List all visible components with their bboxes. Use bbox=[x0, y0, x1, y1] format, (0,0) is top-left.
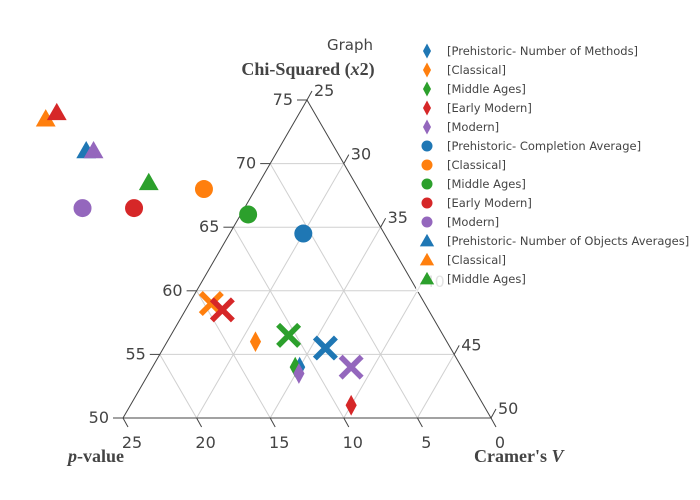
legend-marker-diamond bbox=[422, 81, 432, 97]
legend-item-label: [Middle Ages] bbox=[447, 82, 526, 96]
data-point-diamond bbox=[293, 363, 305, 384]
grid-line bbox=[232, 226, 345, 419]
left-axis-tick-label: 20 bbox=[195, 433, 215, 452]
data-point-circle bbox=[294, 224, 313, 243]
triangle-axes bbox=[122, 99, 492, 419]
data-point-x bbox=[209, 297, 235, 323]
data-points bbox=[35, 102, 364, 416]
left-axis-title: p-value bbox=[66, 446, 124, 466]
legend-marker-triangle bbox=[419, 252, 435, 266]
data-point-triangle bbox=[46, 102, 67, 121]
legend-item-label: [Early Modern] bbox=[447, 101, 532, 115]
tick-mark bbox=[306, 90, 313, 101]
tick-mark bbox=[453, 345, 460, 355]
data-point-circle bbox=[125, 199, 144, 218]
right-axis-tick-label: 25 bbox=[314, 81, 334, 100]
grid-line bbox=[196, 290, 271, 419]
left-axis-tick-label: 15 bbox=[269, 433, 289, 452]
tick-mark bbox=[490, 417, 497, 428]
grid-line bbox=[159, 354, 198, 419]
legend-marker-circle bbox=[421, 140, 433, 152]
triangle-outline bbox=[122, 99, 492, 419]
data-point-x bbox=[276, 322, 302, 348]
tick-mark bbox=[380, 217, 387, 228]
top-axis-tick-label: 75 bbox=[273, 90, 293, 109]
legend-item-label: [Early Modern] bbox=[447, 196, 532, 210]
data-point-circle bbox=[239, 205, 258, 224]
top-axis-tick-label: 65 bbox=[199, 217, 219, 236]
right-axis-tick-label: 50 bbox=[498, 399, 518, 418]
top-axis-tick-label: 70 bbox=[236, 154, 256, 173]
data-point-diamond bbox=[249, 331, 262, 353]
right-axis-title-main: Cramer's bbox=[474, 446, 551, 466]
legend-marker-circle bbox=[421, 197, 433, 209]
grid-line bbox=[269, 226, 382, 419]
legend-item-label: [Modern] bbox=[447, 215, 499, 229]
grid bbox=[159, 163, 455, 419]
legend-item-label: [Classical] bbox=[447, 63, 506, 77]
data-point-circle bbox=[73, 199, 92, 218]
legend-marker-circle bbox=[421, 178, 433, 190]
legend-marker-diamond bbox=[422, 100, 432, 116]
legend: [Prehistoric- Number of Methods] [Classic… bbox=[416, 38, 692, 292]
left-axis-title-italic: p bbox=[66, 446, 77, 466]
top-axis-title-end: 2) bbox=[360, 59, 375, 80]
right-axis-title-italic: V bbox=[551, 446, 565, 466]
right-axis-tick-label: 30 bbox=[351, 145, 371, 164]
legend-item-label: [Prehistoric- Number of Methods] bbox=[447, 44, 638, 58]
left-axis-tick-label: 0 bbox=[495, 433, 505, 452]
left-axis-tick-label: 10 bbox=[343, 433, 363, 452]
top-axis-tick-label: 50 bbox=[89, 408, 109, 427]
tick-mark bbox=[122, 417, 129, 428]
top-axis-title: Chi-Squared (x2) bbox=[241, 59, 374, 80]
chart-title: Graph bbox=[327, 36, 373, 54]
top-axis-tick-label: 55 bbox=[125, 344, 145, 363]
data-point-triangle bbox=[138, 172, 159, 191]
tick-mark bbox=[343, 417, 350, 428]
legend-item-label: [Middle Ages] bbox=[447, 272, 526, 286]
right-axis-tick-label: 45 bbox=[461, 335, 481, 354]
grid-line bbox=[269, 163, 418, 419]
tick-mark bbox=[343, 154, 350, 164]
legend-background bbox=[416, 38, 692, 292]
right-axis-tick-label: 35 bbox=[388, 208, 408, 227]
left-axis-tick-label: 25 bbox=[122, 433, 142, 452]
tick-mark bbox=[490, 408, 497, 419]
legend-item-label: [Classical] bbox=[447, 253, 506, 267]
tick-mark bbox=[416, 417, 423, 428]
tick-mark bbox=[269, 417, 276, 428]
legend-item-label: [Classical] bbox=[447, 158, 506, 172]
data-point-triangle bbox=[35, 109, 56, 127]
top-axis-title-symbol: x bbox=[350, 59, 360, 79]
legend-item-label: [Modern] bbox=[447, 120, 499, 134]
tick-mark bbox=[196, 417, 203, 428]
legend-marker-triangle bbox=[419, 233, 435, 247]
data-point-x bbox=[198, 291, 224, 317]
legend-marker-diamond bbox=[422, 119, 432, 135]
tick-labels: 5055606570752520151050253035404550 bbox=[89, 81, 519, 452]
data-point-diamond bbox=[345, 394, 357, 416]
legend-marker-diamond bbox=[422, 62, 432, 78]
data-point-x bbox=[338, 354, 364, 380]
top-axis-tick-label: 60 bbox=[162, 281, 182, 300]
legend-item-label: [Prehistoric- Number of Objects Averages… bbox=[447, 234, 689, 248]
left-axis-tick-label: 5 bbox=[421, 433, 431, 452]
right-axis-title: Cramer's V bbox=[474, 446, 565, 466]
data-point-circle bbox=[194, 180, 213, 199]
legend-item-label: [Middle Ages] bbox=[447, 177, 526, 191]
data-point-x bbox=[312, 335, 338, 361]
legend-item-label: [Prehistoric- Completion Average] bbox=[447, 139, 641, 153]
top-axis-title-main: Chi-Squared ( bbox=[241, 59, 350, 80]
legend-marker-triangle bbox=[419, 271, 435, 285]
legend-marker-circle bbox=[421, 216, 433, 228]
legend-marker-circle bbox=[421, 159, 433, 171]
left-axis-title-rest: -value bbox=[77, 446, 124, 466]
data-point-triangle bbox=[83, 140, 104, 159]
legend-marker-diamond bbox=[422, 43, 432, 59]
grid-line bbox=[416, 354, 455, 419]
